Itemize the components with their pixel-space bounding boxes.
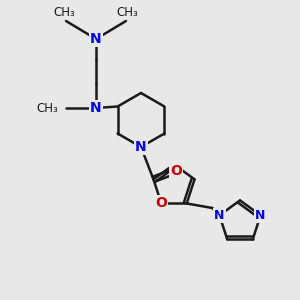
Text: CH₃: CH₃ (54, 7, 75, 20)
Text: N: N (255, 209, 266, 222)
Text: CH₃: CH₃ (37, 101, 58, 115)
Text: N: N (135, 140, 147, 154)
Text: CH₃: CH₃ (117, 7, 138, 20)
Text: N: N (90, 101, 102, 115)
Text: O: O (155, 196, 167, 211)
Text: N: N (90, 32, 102, 46)
Text: O: O (170, 164, 182, 178)
Text: N: N (214, 209, 225, 222)
